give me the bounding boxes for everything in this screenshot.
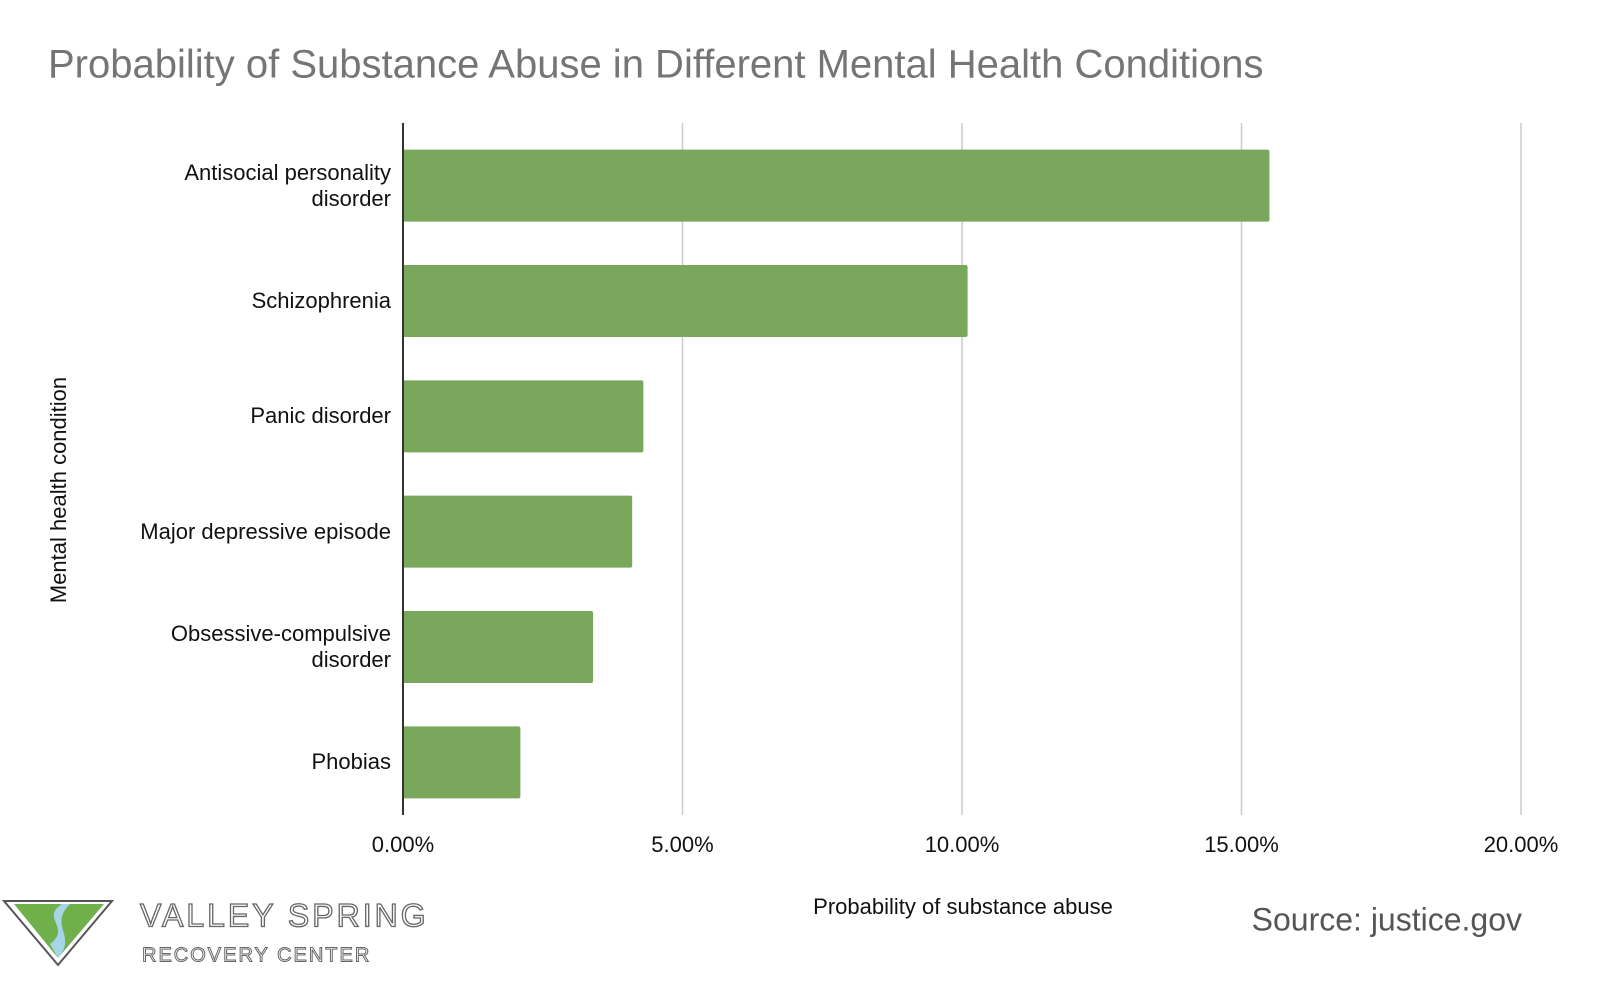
y-tick-label: Phobias [311, 749, 391, 775]
y-tick-label: Obsessive-compulsive disorder [170, 621, 391, 672]
x-tick-label: 20.00% [1484, 832, 1559, 857]
logo-line1: VALLEY SPRING [140, 897, 429, 933]
y-tick-label: Schizophrenia [251, 288, 391, 313]
bar [403, 149, 1270, 222]
x-axis-title: Probability of substance abuse [813, 894, 1113, 919]
bar [403, 495, 633, 568]
bar [403, 611, 594, 683]
x-tick-label: 10.00% [925, 832, 1000, 857]
bar [403, 726, 521, 799]
bar [403, 265, 968, 337]
y-tick-label: Antisocial personality disorder [184, 159, 391, 211]
y-tick-label: Panic disorder [250, 403, 391, 429]
y-tick-label: Major depressive episode [140, 518, 391, 544]
y-axis-title: Mental health condition [46, 377, 71, 603]
x-tick-label: 0.00% [372, 832, 434, 857]
logo-line2: RECOVERY CENTER [142, 944, 371, 966]
x-tick-label: 15.00% [1204, 832, 1279, 857]
chart-title: Probability of Substance Abuse in Differ… [48, 43, 1264, 87]
bar [403, 380, 644, 453]
logo: VALLEY SPRING RECOVERY CENTER [1, 897, 429, 967]
x-tick-label: 5.00% [651, 832, 713, 857]
source: Source: justice.gov [1252, 901, 1522, 937]
logo-river [50, 904, 70, 958]
